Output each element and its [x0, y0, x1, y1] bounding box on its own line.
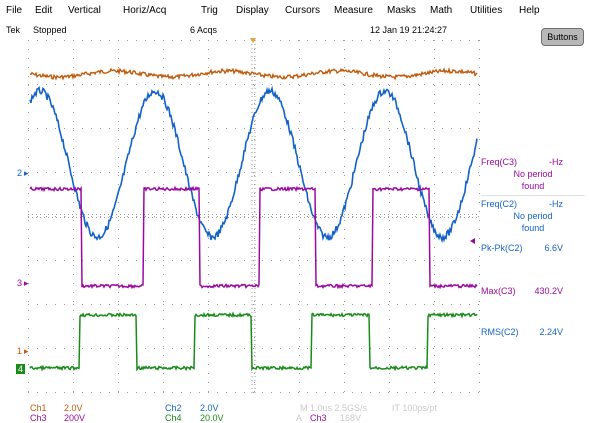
measurement-note: No period — [513, 211, 553, 221]
ch2-scale[interactable]: 2.0V — [200, 403, 219, 413]
ch1-trace — [29, 66, 478, 81]
measurement-label: Freq(C2) — [481, 199, 518, 209]
ch2-label[interactable]: Ch2 — [165, 403, 182, 413]
ch3-label[interactable]: Ch3 — [30, 413, 47, 423]
menu-utilities[interactable]: Utilities — [470, 5, 503, 16]
horizontal-scale-readout[interactable]: M 1.0us 2.5GS/s — [300, 403, 368, 413]
measurement-label: Pk-Pk(C2) — [481, 243, 523, 253]
measurement-label: Max(C3) — [481, 286, 516, 296]
ch3-trace — [29, 185, 478, 290]
ch2-trace — [29, 85, 478, 244]
trigger-icon: A — [296, 413, 303, 423]
date-time: 12 Jan 19 21:24:27 — [370, 25, 448, 35]
divider — [481, 195, 585, 196]
ch3-scale[interactable]: 200V — [64, 413, 86, 423]
menu-vertical[interactable]: Vertical — [68, 5, 101, 16]
measurement-label: Freq(C3) — [481, 157, 518, 167]
trigger-source[interactable]: Ch3 — [310, 413, 327, 423]
menu-trig[interactable]: Trig — [201, 5, 218, 16]
menu-file[interactable]: File — [6, 5, 23, 16]
measurement-value: 430.2V — [534, 286, 563, 296]
ch4-label[interactable]: Ch4 — [165, 413, 182, 423]
record-resolution-readout[interactable]: IT 100ps/pt — [392, 403, 437, 413]
buttons-button[interactable]: Buttons — [541, 28, 584, 46]
measurement-freq-c2[interactable]: Freq(C2) -Hz No period found — [481, 199, 585, 239]
ch2-arrow-icon: ▸ — [24, 168, 29, 178]
ch1-scale[interactable]: 2.0V — [64, 403, 83, 413]
ch1-marker[interactable]: 1 — [17, 346, 23, 356]
menu-edit[interactable]: Edit — [35, 5, 53, 16]
menu-masks[interactable]: Masks — [387, 5, 416, 16]
trigger-level-icon — [470, 238, 475, 244]
ch4-marker[interactable]: 4 — [16, 364, 26, 374]
ch4-scale[interactable]: 20.0V — [200, 413, 224, 423]
menu-bar: File Edit Vertical Horiz/Acq Trig Displa… — [0, 0, 589, 21]
status-row: Tek Stopped 6 Acqs 12 Jan 19 21:24:27 — [0, 21, 589, 39]
measurement-rms-c2[interactable]: RMS(C2) 2.24V — [481, 327, 585, 339]
measurement-value: 6.6V — [544, 243, 563, 253]
menu-display[interactable]: Display — [236, 5, 269, 16]
menu-measure[interactable]: Measure — [334, 5, 373, 16]
measurement-note: found — [521, 181, 545, 191]
measurement-note: No period — [513, 169, 553, 179]
measurement-value: 2.24V — [539, 327, 563, 337]
menu-math[interactable]: Math — [430, 5, 453, 16]
menu-horiz-acq[interactable]: Horiz/Acq — [123, 5, 167, 16]
menu-help[interactable]: Help — [519, 5, 540, 16]
graticule-grid — [28, 40, 480, 393]
measurement-label: RMS(C2) — [481, 327, 519, 337]
ch1-arrow-icon: ▸ — [24, 346, 29, 356]
measurement-max-c3[interactable]: Max(C3) 430.2V — [481, 286, 585, 298]
ch3-marker[interactable]: 3 — [17, 278, 23, 288]
ch3-arrow-icon: ▸ — [24, 278, 29, 288]
ch2-marker[interactable]: 2 — [17, 168, 23, 178]
menu-cursors[interactable]: Cursors — [285, 5, 321, 16]
acquisition-count: 6 Acqs — [190, 25, 218, 35]
measurement-note: found — [521, 223, 545, 233]
measurement-value: -Hz — [549, 199, 563, 209]
measurement-freq-c3[interactable]: Freq(C3) -Hz No period found — [481, 157, 585, 197]
measurement-pkpk-c2[interactable]: Pk-Pk(C2) 6.6V — [481, 243, 585, 255]
brand-label: Tek — [6, 25, 21, 35]
measurement-value: -Hz — [549, 157, 563, 167]
trigger-level-readout[interactable]: 168V — [340, 413, 362, 423]
run-state: Stopped — [33, 25, 67, 35]
ch4-trace — [29, 311, 478, 372]
ch1-label[interactable]: Ch1 — [30, 403, 47, 413]
